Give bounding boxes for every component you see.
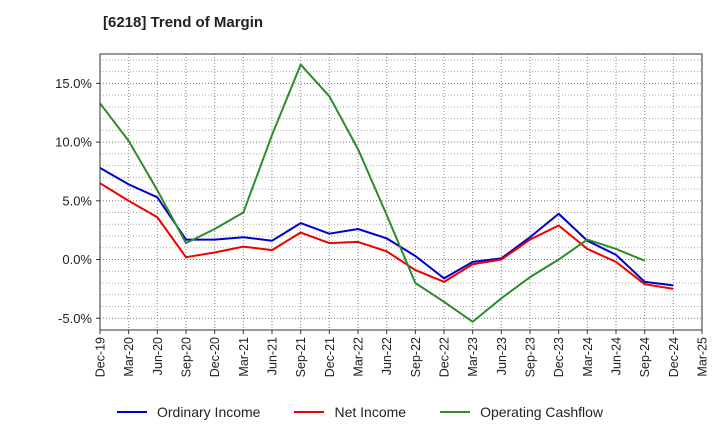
x-tick-label: Mar-22	[352, 337, 366, 377]
x-tick-label: Mar-21	[237, 337, 251, 377]
x-tick-label: Mar-25	[696, 337, 710, 377]
grid-layer	[99, 54, 703, 331]
legend-item-net-income: Net Income	[294, 404, 406, 420]
x-tick-label: Mar-24	[581, 337, 595, 377]
x-tick-label: Dec-20	[208, 337, 222, 377]
legend-label: Ordinary Income	[156, 404, 261, 420]
y-tick-label: 5.0%	[62, 193, 92, 208]
x-tick-label: Dec-21	[323, 337, 337, 377]
legend-label: Operating Cashflow	[480, 404, 604, 420]
x-tick-label: Sep-20	[180, 337, 194, 377]
x-tick-label: Sep-22	[409, 337, 423, 377]
legend-item-operating-cashflow: Operating Cashflow	[440, 404, 603, 420]
series-layer	[99, 63, 674, 323]
x-tick-label: Dec-19	[94, 337, 108, 377]
legend-swatch-operating-cashflow	[440, 411, 471, 413]
series-line-operating-cashflow	[99, 63, 646, 323]
x-tick-label: Sep-21	[294, 337, 308, 377]
x-tick-label: Jun-22	[380, 337, 394, 375]
x-tick-label: Jun-24	[610, 337, 624, 375]
x-tick-label: Sep-23	[524, 337, 538, 377]
x-tick-label: Jun-21	[266, 337, 280, 375]
y-tick-label: -5.0%	[58, 311, 92, 326]
x-tick-label: Dec-23	[552, 337, 566, 377]
legend: Ordinary Income Net Income Operating Cas…	[0, 404, 720, 420]
x-tick-label: Mar-20	[122, 337, 136, 377]
axis-layer: -5.0% 0.0% 5.0% 10.0% 15.0% Dec-19 Mar-20 Jun-2…	[55, 76, 709, 377]
series-line-net-income	[99, 182, 674, 290]
x-tick-label: Jun-23	[495, 337, 509, 375]
legend-label: Net Income	[334, 404, 407, 420]
legend-swatch-ordinary-income	[116, 411, 147, 413]
x-tick-label: Jun-20	[151, 337, 165, 375]
plot-frame	[99, 53, 703, 331]
legend-swatch-net-income	[294, 411, 325, 413]
y-tick-label: 15.0%	[55, 76, 92, 91]
series-line-ordinary-income	[99, 167, 674, 287]
x-tick-label: Sep-24	[638, 337, 652, 377]
x-tick-label: Mar-23	[466, 337, 480, 377]
x-tick-label: Dec-22	[438, 337, 452, 377]
y-tick-label: 0.0%	[62, 252, 92, 267]
y-tick-label: 10.0%	[55, 135, 92, 150]
legend-item-ordinary-income: Ordinary Income	[116, 404, 261, 420]
chart-title: [6218] Trend of Margin	[103, 14, 264, 31]
x-tick-label: Dec-24	[667, 337, 681, 377]
